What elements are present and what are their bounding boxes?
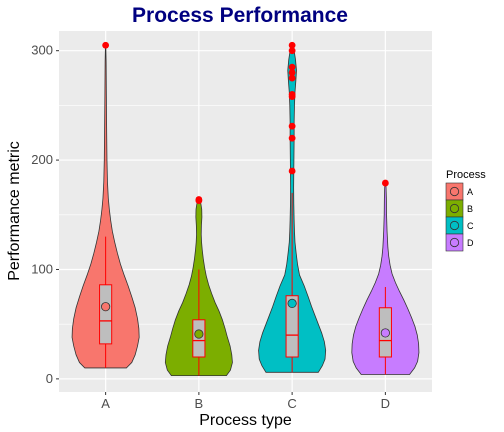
outlier-point-C bbox=[288, 167, 296, 175]
legend-key-point-D bbox=[449, 237, 460, 248]
legend-label-A: A bbox=[467, 187, 473, 197]
legend-label-D: D bbox=[467, 238, 474, 248]
legend-label-C: C bbox=[467, 221, 474, 231]
outlier-point-C bbox=[288, 69, 296, 76]
violin-group-D bbox=[351, 179, 420, 375]
mean-point-A bbox=[101, 302, 111, 312]
mean-point-D bbox=[380, 328, 390, 338]
legend-key-point-C bbox=[449, 220, 460, 231]
outlier-point-C bbox=[288, 122, 296, 130]
outlier-point-C bbox=[288, 91, 296, 98]
y-tick-label: 200 bbox=[31, 152, 53, 167]
outlier-point-C bbox=[288, 134, 296, 142]
violin-group-C bbox=[258, 41, 327, 373]
legend-label-B: B bbox=[467, 204, 473, 214]
outlier-point-B bbox=[195, 196, 203, 203]
x-tick-label-D: D bbox=[381, 396, 390, 411]
legend-item-B: B bbox=[445, 199, 473, 218]
outlier-point-D bbox=[381, 179, 389, 187]
violins bbox=[71, 41, 420, 376]
y-tick-label: 300 bbox=[31, 43, 53, 58]
x-tick-label-A: A bbox=[101, 396, 110, 411]
outlier-point-C bbox=[288, 41, 296, 49]
outlier-point-C bbox=[288, 47, 296, 55]
legend-item-C: C bbox=[445, 216, 474, 235]
legend-item-D: D bbox=[445, 233, 474, 252]
legend-title: Process bbox=[446, 169, 486, 181]
mean-point-C bbox=[287, 298, 297, 308]
outlier-point-C bbox=[288, 74, 296, 82]
x-tick-label-B: B bbox=[195, 396, 204, 411]
mean-point-B bbox=[194, 329, 204, 339]
box-A bbox=[99, 284, 113, 345]
outlier-point-C bbox=[288, 63, 296, 71]
x-tick-label-C: C bbox=[287, 396, 296, 411]
axes: 0 100 200 300 A B C D bbox=[31, 43, 390, 411]
chart-title: Process Performance bbox=[132, 4, 348, 27]
y-tick-label: 0 bbox=[46, 371, 53, 386]
legend-key-point-A bbox=[449, 186, 460, 197]
outlier-point-A bbox=[102, 41, 110, 49]
x-axis-title: Process type bbox=[199, 412, 292, 429]
violin-group-B bbox=[164, 196, 233, 376]
y-tick-label: 100 bbox=[31, 261, 53, 276]
box-C bbox=[285, 295, 299, 358]
y-axis-title: Performance metric bbox=[6, 141, 23, 281]
violin-group-A bbox=[71, 41, 140, 369]
legend-item-A: A bbox=[445, 182, 473, 201]
legend-key-point-B bbox=[449, 203, 460, 214]
